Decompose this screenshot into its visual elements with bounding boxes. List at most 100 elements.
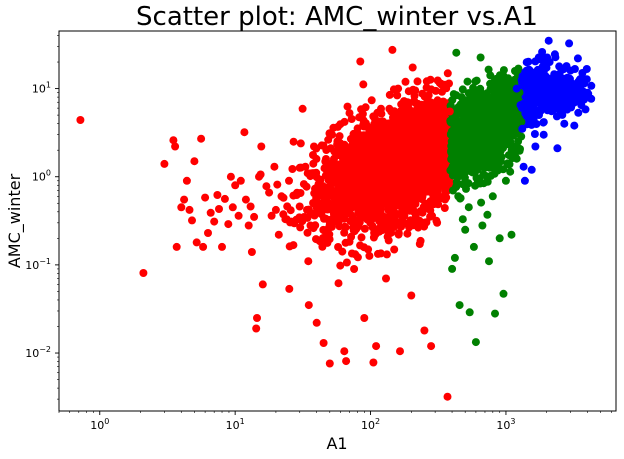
cloud-point: [452, 183, 460, 192]
data-point: [139, 269, 148, 277]
cloud-point: [454, 136, 463, 145]
cloud-point: [377, 104, 385, 113]
cloud-point: [428, 172, 437, 181]
cloud-point: [304, 257, 313, 266]
cloud-point: [375, 201, 384, 210]
cloud-point: [461, 108, 470, 117]
cloud-point: [353, 168, 362, 177]
cloud-point: [321, 186, 330, 195]
y-tick-label: 10−2: [25, 345, 51, 360]
cloud-point: [499, 66, 508, 75]
cloud-point: [378, 188, 387, 197]
data-point: [244, 221, 253, 230]
data-point: [527, 165, 536, 174]
data-point: [360, 314, 369, 322]
data-point: [210, 217, 219, 226]
data-point: [356, 57, 365, 66]
data-point: [353, 186, 362, 195]
data-point: [287, 217, 296, 226]
cloud-point: [550, 70, 559, 79]
data-point: [265, 188, 274, 197]
data-point: [342, 357, 351, 366]
cloud-point: [360, 153, 369, 162]
cloud-point: [353, 253, 362, 262]
cloud-point: [343, 102, 352, 111]
cloud-point: [426, 212, 435, 221]
cloud-point: [522, 101, 531, 110]
data-point: [185, 205, 194, 214]
cloud-point: [317, 199, 326, 208]
cloud-point: [383, 220, 392, 229]
y-tick-base: 10: [32, 171, 46, 184]
cloud-point: [358, 109, 367, 118]
cloud-point: [419, 165, 428, 174]
cloud-point: [503, 109, 512, 117]
cloud-point: [534, 109, 543, 118]
x-tick-base: 10: [226, 419, 240, 432]
chart-title: Scatter plot: AMC_winter vs.A1: [136, 2, 538, 32]
data-point: [274, 230, 283, 239]
cloud-point: [375, 137, 384, 146]
data-point: [491, 309, 499, 318]
cloud-point: [411, 211, 420, 220]
dense-point-clouds: [256, 36, 596, 293]
x-tick-label: 101: [226, 417, 245, 432]
cloud-point: [500, 122, 509, 130]
cloud-point: [421, 176, 430, 185]
data-point: [446, 130, 455, 139]
data-point: [340, 347, 349, 356]
cloud-point: [487, 85, 496, 94]
data-point: [271, 205, 280, 214]
data-point: [253, 314, 261, 322]
data-point: [369, 358, 378, 367]
data-point: [478, 221, 487, 230]
cloud-point: [473, 107, 482, 115]
data-point: [463, 77, 472, 86]
cloud-point: [405, 223, 414, 232]
cloud-point: [390, 107, 399, 116]
cloud-point: [426, 75, 435, 84]
cloud-point: [457, 102, 466, 111]
cloud-point: [456, 171, 465, 180]
cloud-point: [452, 166, 461, 174]
data-point: [533, 77, 542, 86]
data-point: [504, 80, 513, 89]
cloud-point: [491, 151, 500, 160]
cloud-point: [389, 85, 398, 94]
data-point: [531, 142, 540, 151]
cloud-point: [496, 157, 505, 166]
y-tick-base: 10: [25, 259, 39, 272]
cloud-point: [413, 77, 422, 86]
data-point: [160, 159, 169, 168]
data-point: [388, 45, 397, 54]
cloud-point: [354, 139, 363, 148]
data-point: [566, 66, 575, 75]
cloud-point: [565, 39, 574, 48]
cloud-point: [426, 197, 435, 206]
cloud-point: [336, 261, 345, 270]
data-point: [306, 221, 315, 230]
cloud-point: [312, 235, 320, 244]
data-point: [289, 137, 298, 146]
cloud-point: [565, 88, 574, 97]
cloud-point: [361, 160, 370, 169]
cloud-point: [574, 108, 583, 117]
data-point: [564, 80, 573, 89]
data-point: [450, 253, 459, 262]
cloud-point: [338, 247, 347, 256]
cloud-point: [443, 69, 452, 78]
cloud-point: [322, 146, 331, 154]
data-point: [427, 342, 436, 351]
data-point: [525, 88, 534, 97]
data-point: [262, 182, 271, 191]
cloud-point: [377, 195, 386, 203]
cloud-point: [340, 222, 349, 231]
cloud-point: [448, 96, 457, 105]
data-point: [228, 203, 237, 212]
data-point: [177, 203, 186, 212]
cloud-point: [401, 77, 410, 86]
cloud-point: [343, 160, 352, 169]
cloud-point: [504, 95, 513, 104]
cloud-point: [356, 201, 365, 210]
data-point: [518, 124, 527, 133]
